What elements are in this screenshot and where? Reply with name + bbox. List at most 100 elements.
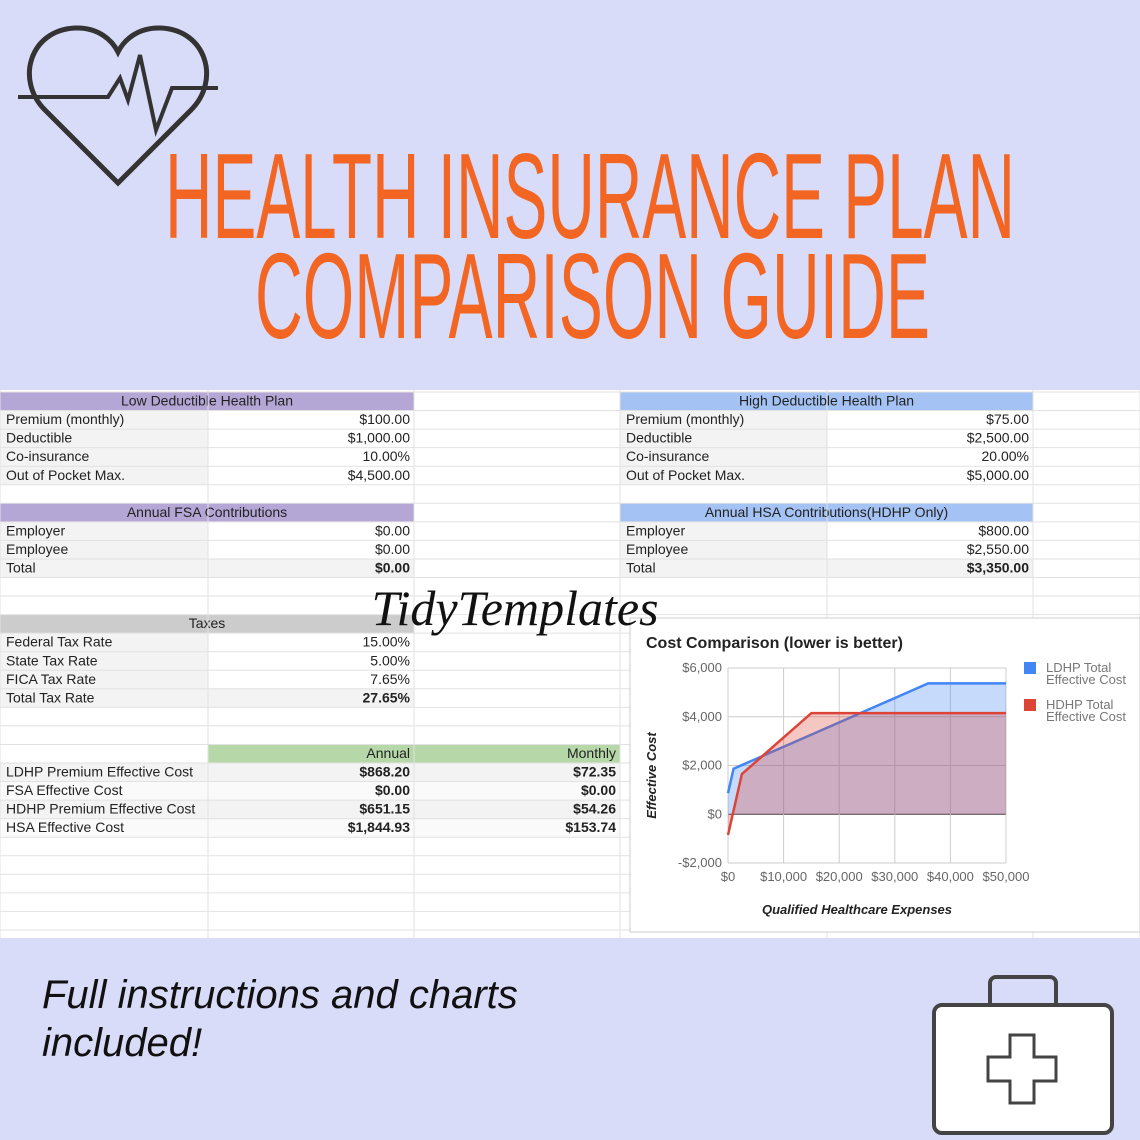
cell (620, 540, 827, 559)
legend-swatch (1024, 662, 1036, 674)
cell-text: Monthly (567, 745, 616, 761)
cell (208, 633, 414, 652)
cell-text: $0.00 (375, 560, 410, 576)
cell (208, 447, 414, 467)
series-line (726, 682, 1006, 794)
kit-cross (986, 1033, 1058, 1105)
cell (620, 558, 827, 578)
cell-text: Employer (6, 522, 65, 538)
legend-label: HDHP Total Effective Cost (1046, 697, 1126, 724)
cell-text: Federal Tax Rate (6, 634, 113, 650)
x-tick-label: $10,000 (760, 869, 807, 884)
x-axis-label: Qualified Healthcare Expenses (762, 902, 952, 917)
cell-text: 7.65% (370, 671, 410, 687)
cell-text: Low Deductible Health Plan (121, 393, 293, 409)
cell (0, 558, 208, 578)
cell (827, 540, 1033, 559)
cell (0, 521, 208, 541)
cell (620, 410, 827, 430)
cell (0, 410, 208, 430)
chart: Cost Comparison (lower is better) Qualifi… (644, 635, 1036, 917)
cell-text: 27.65% (363, 689, 411, 705)
cell-text: HDHP Premium Effective Cost (6, 801, 195, 817)
ecg-line (18, 54, 218, 138)
cell (827, 447, 1033, 467)
cell-text: $0.00 (581, 782, 616, 798)
y-axis-label: Effective Cost (644, 732, 659, 819)
x-tick-label: $40,000 (927, 869, 974, 884)
cell (208, 688, 414, 708)
series-line (726, 711, 1006, 836)
cell-text: Premium (monthly) (626, 411, 744, 427)
cell-text: $0.00 (375, 541, 410, 557)
cell (620, 447, 827, 467)
cell-text: Annual FSA Contributions (127, 504, 287, 520)
title-line: HEALTH INSURANCE PLAN (165, 128, 1015, 264)
cell-text: Co-insurance (626, 448, 709, 464)
cell-text: $0.00 (375, 782, 410, 798)
cell-text: $75.00 (986, 411, 1029, 427)
chart-box (629, 617, 1140, 933)
y-tick-label: $2,000 (682, 758, 722, 773)
cell-text: $800.00 (978, 522, 1029, 538)
cell-text: $0.00 (375, 522, 410, 538)
cell-text: Employee (6, 541, 68, 557)
cell-text: Co-insurance (6, 448, 89, 464)
cell (620, 521, 827, 541)
y-tick-label: $0 (708, 806, 722, 821)
cell-text: Annual (366, 745, 410, 761)
cell (0, 429, 208, 448)
footer-line: Full instructions and charts (42, 973, 518, 1017)
cell (208, 540, 414, 559)
watermark: TidyTemplates (371, 580, 658, 636)
cell-text: Deductible (626, 430, 692, 446)
cell (0, 781, 620, 801)
cell (208, 744, 414, 763)
cell (208, 670, 414, 689)
cell-text: $5,000.00 (967, 467, 1029, 483)
legend-label: LDHP Total Effective Cost (1046, 660, 1126, 687)
cell (0, 614, 414, 634)
cell-text: $2,500.00 (967, 430, 1029, 446)
cell-text: Deductible (6, 430, 72, 446)
y-tick-label: $4,000 (682, 709, 722, 724)
cell-text: Employer (626, 522, 685, 538)
heart-icon (26, 25, 210, 187)
cell-text: Employee (626, 541, 688, 557)
footer-line: included! (42, 1021, 202, 1065)
series-area (728, 683, 1006, 815)
x-tick-label: $30,000 (871, 869, 918, 884)
sheet-cells: Low Deductible Health Plan Premium (month… (0, 390, 1140, 938)
cell (208, 410, 414, 430)
cell-text: $1,000.00 (348, 430, 410, 446)
series-area (728, 713, 1006, 835)
cell-text: $4,500.00 (348, 467, 410, 483)
cell-text: $1,844.93 (348, 819, 410, 835)
x-tick-label: $50,000 (983, 869, 1030, 884)
y-tick-label: -$2,000 (678, 855, 722, 870)
cell (208, 651, 414, 671)
cell (414, 744, 620, 763)
cell-text: $100.00 (359, 411, 410, 427)
cell (0, 540, 208, 559)
cell (0, 651, 208, 671)
cell (208, 429, 414, 448)
cell (208, 466, 414, 485)
cell (0, 466, 208, 485)
legend-swatch (1024, 699, 1036, 711)
cell (0, 503, 414, 522)
cell-text: Out of Pocket Max. (626, 467, 745, 483)
cell (0, 800, 620, 819)
chart-title: Cost Comparison (lower is better) (646, 635, 903, 652)
cell-text: Total (626, 560, 656, 576)
cell-text: $54.26 (573, 801, 616, 817)
cell-text: LDHP Premium Effective Cost (6, 764, 193, 780)
cell-text: State Tax Rate (6, 652, 98, 668)
cell (827, 521, 1033, 541)
y-tick-label: $6,000 (682, 660, 722, 675)
cell-text: $651.15 (359, 801, 410, 817)
cell-text: $868.20 (359, 764, 410, 780)
cell (0, 688, 208, 708)
